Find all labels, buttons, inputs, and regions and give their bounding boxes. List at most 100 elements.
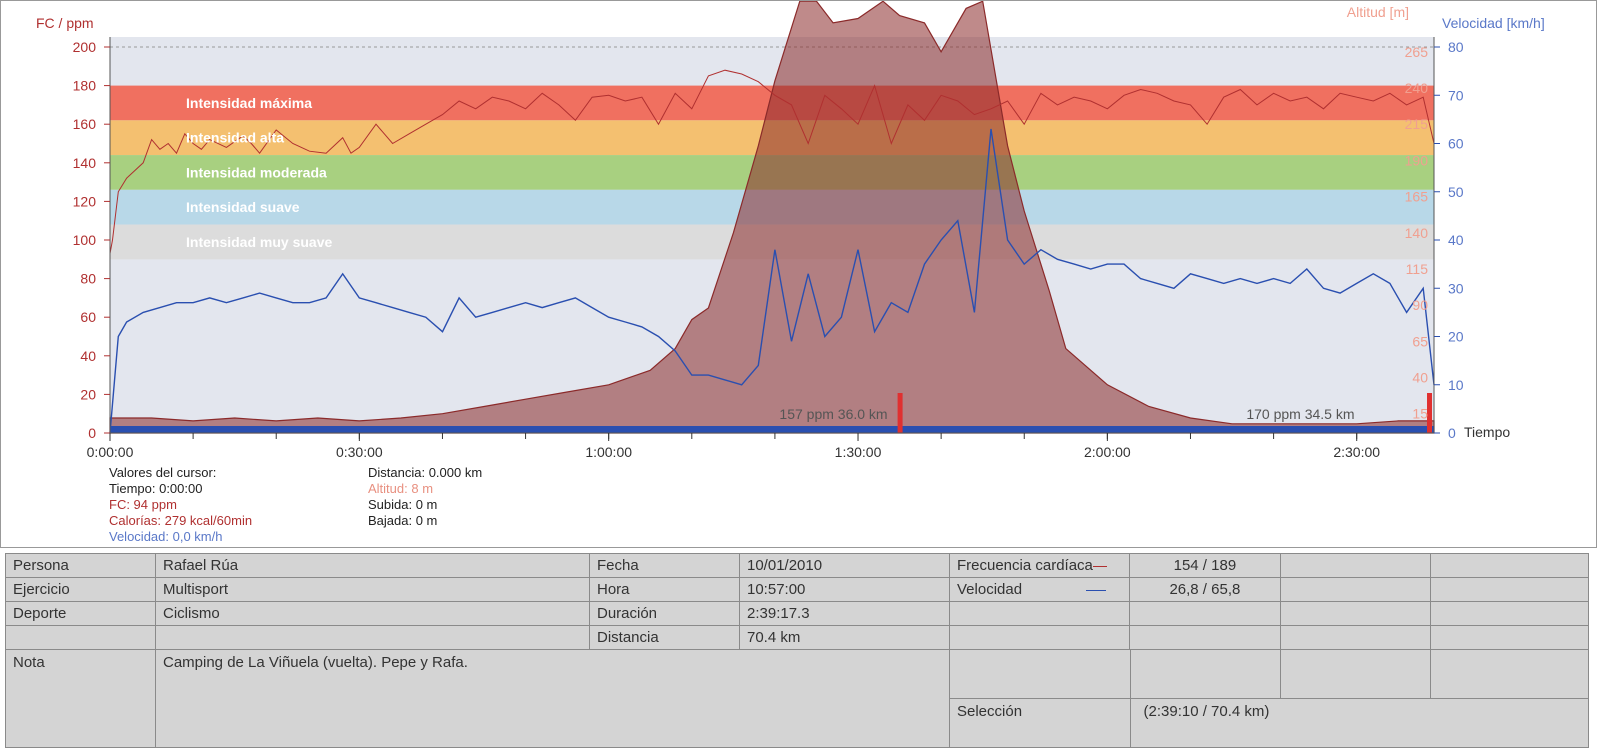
hora-value: 10:57:00: [739, 577, 950, 602]
empty-cell: [1279, 577, 1431, 602]
zone-label-1: Intensidad alta: [186, 130, 284, 146]
zone-label-2: Intensidad moderada: [186, 164, 327, 180]
cursor-altitude: Altitud: 8 m: [368, 481, 434, 496]
hora-label: Hora: [589, 577, 740, 602]
empty-cell: [950, 650, 1131, 699]
cursor-heart-rate: FC: 94 ppm: [109, 497, 177, 512]
empty-cell: [1279, 601, 1431, 626]
speed-tick-label: 80: [1448, 39, 1464, 55]
altitude-tick-label: 265: [1405, 44, 1429, 60]
cursor-speed: Velocidad: 0,0 km/h: [109, 529, 223, 544]
altitude-tick-label: 90: [1412, 297, 1428, 313]
hr-tick-label: 200: [73, 39, 97, 55]
speed-tick-label: 40: [1448, 232, 1464, 248]
vel-value: 26,8 / 65,8: [1129, 577, 1281, 602]
hr-tick-label: 100: [73, 232, 97, 248]
speed-tick-label: 60: [1448, 136, 1464, 152]
zone-label-0: Intensidad máxima: [186, 95, 312, 111]
altitude-tick-label: 190: [1405, 152, 1429, 168]
altitude-tick-label: 140: [1405, 225, 1429, 241]
hr-tick-label: 80: [80, 271, 96, 287]
distancia-label: Distancia: [589, 625, 740, 650]
nota-value: Camping de La Viñuela (vuelta). Pepe y R…: [155, 649, 950, 748]
empty-cell: [1430, 650, 1588, 699]
speed-line: [109, 128, 1435, 434]
altitude-tick-label: 215: [1405, 116, 1429, 132]
hr-tick-label: 140: [73, 155, 97, 171]
speed-tick-label: 20: [1448, 329, 1464, 345]
hr-tick-label: 60: [80, 309, 96, 325]
cursor-ascent: Subida: 0 m: [368, 497, 438, 512]
selection-cell: Selección (2:39:10 / 70.4 km): [949, 649, 1589, 748]
cursor-time: Tiempo: 0:00:00: [109, 481, 203, 496]
persona-label: Persona: [5, 553, 156, 578]
empty-cell: [1130, 650, 1281, 699]
empty-cell: [1279, 553, 1431, 578]
empty-cell: [5, 625, 156, 650]
deporte-value: Ciclismo: [155, 601, 590, 626]
altitude-tick-label: 165: [1405, 189, 1429, 205]
speed-tick-label: 50: [1448, 184, 1464, 200]
empty-cell: [1129, 625, 1281, 650]
duracion-label: Duración: [589, 601, 740, 626]
hr-tick-label: 180: [73, 78, 97, 94]
fc-value: 154 / 189: [1129, 553, 1281, 578]
hr-tick-label: 160: [73, 116, 97, 132]
time-tick-label: 0:00:00: [87, 444, 134, 460]
empty-cell: [1429, 577, 1590, 602]
persona-value: Rafael Rúa: [155, 553, 590, 578]
vel-legend: Velocidad: [948, 577, 1131, 602]
empty-cell: [1280, 650, 1431, 699]
zone-label-4: Intensidad muy suave: [186, 234, 332, 250]
lap-bar: [110, 426, 1434, 433]
empty-cell: [155, 625, 590, 650]
hr-tick-label: 40: [80, 348, 96, 364]
ejercicio-label: Ejercicio: [5, 577, 156, 602]
distancia-value: 70.4 km: [739, 625, 950, 650]
altitude-tick-label: 115: [1406, 261, 1429, 277]
empty-cell: [948, 625, 1131, 650]
empty-cell: [1429, 625, 1590, 650]
lap-label-1: 170 ppm 34.5 km: [1246, 406, 1354, 422]
heart-rate-line: [109, 69, 1435, 254]
lap-label-0: 157 ppm 36.0 km: [779, 406, 887, 422]
speed-tick-label: 10: [1448, 377, 1464, 393]
hr-tick-label: 20: [80, 386, 96, 402]
altitude-tick-label: 65: [1412, 333, 1428, 349]
speed-axis-label: Velocidad [km/h]: [1442, 15, 1545, 31]
time-tick-label: 2:30:00: [1333, 444, 1380, 460]
altitude-tick-label: 40: [1412, 370, 1428, 386]
hr-tick-label: 120: [73, 193, 97, 209]
duracion-value: 2:39:17.3: [739, 601, 950, 626]
speed-tick-label: 70: [1448, 87, 1464, 103]
speed-tick-label: 0: [1448, 425, 1456, 441]
zone-label-3: Intensidad suave: [186, 199, 300, 215]
lap-marker: [897, 393, 903, 433]
cursor-distance: Distancia: 0.000 km: [368, 465, 483, 480]
hr-tick-label: 0: [88, 425, 96, 441]
vel-label: Velocidad: [957, 581, 1023, 598]
altitude-tick-label: 15: [1412, 406, 1428, 422]
empty-cell: [1429, 553, 1590, 578]
altitude-area: [109, 0, 1435, 434]
lap-marker: [1427, 393, 1433, 433]
empty-cell: [1279, 625, 1431, 650]
cursor-descent: Bajada: 0 m: [368, 513, 438, 528]
hr-axis-label: FC / ppm: [36, 15, 94, 31]
time-tick-label: 1:00:00: [585, 444, 632, 460]
time-tick-label: 1:30:00: [835, 444, 882, 460]
empty-cell: [948, 601, 1131, 626]
fc-legend: Frecuencia cardíaca: [948, 553, 1131, 578]
altitude-tick-label: 240: [1405, 80, 1429, 96]
fc-label: Frecuencia cardíaca: [957, 557, 1093, 574]
time-tick-label: 2:00:00: [1084, 444, 1131, 460]
cursor-title: Valores del cursor:: [109, 465, 217, 480]
cursor-calories: Calorías: 279 kcal/60min: [109, 513, 253, 528]
heart-rate-chart[interactable]: 157 ppm 36.0 km 170 ppm 34.5 km Intensidad…: [0, 0, 1597, 548]
fecha-value: 10/01/2010: [739, 553, 950, 578]
ejercicio-value: Multisport: [155, 577, 590, 602]
cursor-values-panel-2: Distancia: 0.000 km Altitud: 8 m Subida:…: [368, 465, 482, 529]
speed-tick-label: 30: [1448, 280, 1464, 296]
vel-legend-line: [1086, 589, 1107, 591]
deporte-label: Deporte: [5, 601, 156, 626]
